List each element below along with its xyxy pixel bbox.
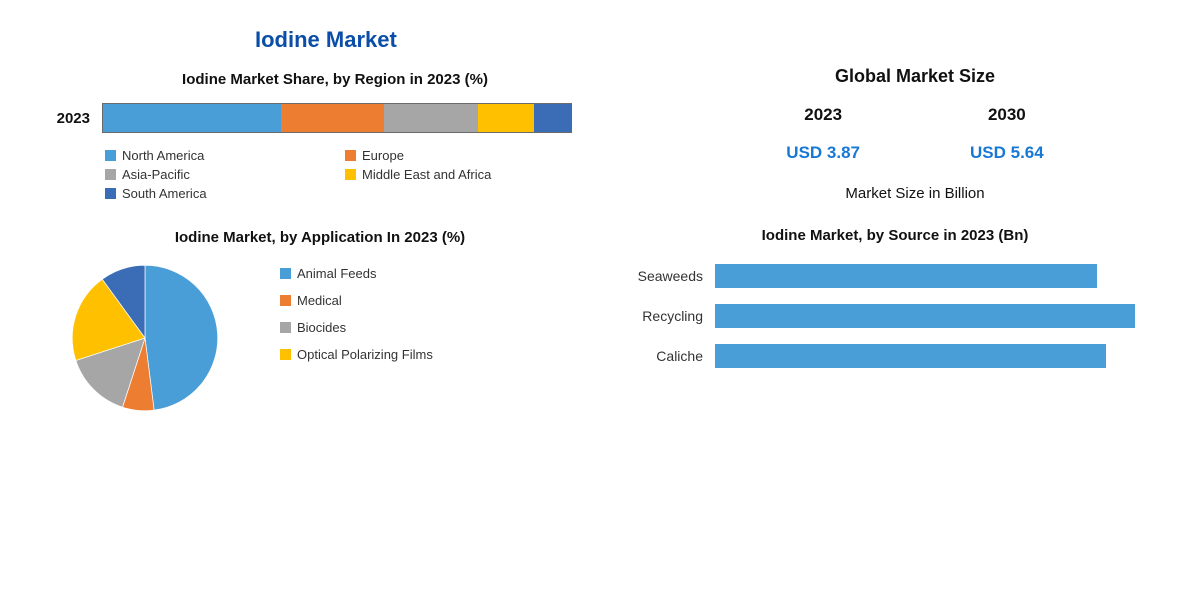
hbar-track xyxy=(715,304,1165,328)
source-bar-chart: Iodine Market, by Source in 2023 (Bn) Se… xyxy=(625,227,1165,418)
gms-title: Global Market Size xyxy=(665,66,1165,87)
swatch-icon xyxy=(345,169,356,180)
hbar-label: Seaweeds xyxy=(625,268,715,284)
region-share-chart: Iodine Market Share, by Region in 2023 (… xyxy=(35,71,635,202)
region-chart-title: Iodine Market Share, by Region in 2023 (… xyxy=(35,71,635,88)
swatch-icon xyxy=(105,188,116,199)
hbar-track xyxy=(715,344,1165,368)
legend-label: Europe xyxy=(362,148,404,163)
legend-item: South America xyxy=(105,186,345,201)
legend-label: Biocides xyxy=(297,320,346,335)
legend-label: Medical xyxy=(297,293,342,308)
hbar-label: Caliche xyxy=(625,348,715,364)
gms-col: 2023 USD 3.87 xyxy=(786,105,860,163)
hbar-row: Caliche xyxy=(625,344,1165,368)
hbar-bar xyxy=(715,344,1106,368)
region-segment xyxy=(534,104,572,132)
pie-legend: Animal Feeds Medical Biocides Optical Polar… xyxy=(280,266,433,362)
gms-year: 2030 xyxy=(970,105,1044,125)
region-segment xyxy=(281,104,384,132)
hbar-label: Recycling xyxy=(625,308,715,324)
swatch-icon xyxy=(280,322,291,333)
global-market-size: Global Market Size 2023USD 3.872030USD 5… xyxy=(665,71,1165,202)
region-segment xyxy=(478,104,534,132)
legend-item: North America xyxy=(105,148,345,163)
legend-item: Biocides xyxy=(280,320,433,335)
bottom-row: Iodine Market, by Application In 2023 (%… xyxy=(35,227,1165,418)
legend-label: Animal Feeds xyxy=(297,266,376,281)
swatch-icon xyxy=(280,268,291,279)
legend-label: North America xyxy=(122,148,204,163)
stacked-bar xyxy=(102,103,572,133)
pie-row: Animal Feeds Medical Biocides Optical Polar… xyxy=(35,258,605,418)
hbar-bar xyxy=(715,304,1135,328)
swatch-icon xyxy=(280,295,291,306)
swatch-icon xyxy=(345,150,356,161)
legend-label: Middle East and Africa xyxy=(362,167,491,182)
hbar-title: Iodine Market, by Source in 2023 (Bn) xyxy=(625,227,1165,244)
legend-item: Asia-Pacific xyxy=(105,167,345,182)
region-segment xyxy=(384,104,478,132)
gms-value: USD 5.64 xyxy=(970,143,1044,163)
top-row: Iodine Market Share, by Region in 2023 (… xyxy=(35,71,1165,202)
pie-slice xyxy=(145,265,218,410)
swatch-icon xyxy=(105,150,116,161)
pie-svg xyxy=(35,258,255,418)
legend-item: Optical Polarizing Films xyxy=(280,347,433,362)
hbar-row: Recycling xyxy=(625,304,1165,328)
legend-item: Animal Feeds xyxy=(280,266,433,281)
region-segment xyxy=(103,104,281,132)
hbar-track xyxy=(715,264,1165,288)
gms-col: 2030 USD 5.64 xyxy=(970,105,1044,163)
gms-year: 2023 xyxy=(786,105,860,125)
page-title: Iodine Market xyxy=(255,27,1165,53)
application-pie-chart: Iodine Market, by Application In 2023 (%… xyxy=(35,227,605,418)
legend-item: Middle East and Africa xyxy=(345,167,585,182)
gms-subtitle: Market Size in Billion xyxy=(665,185,1165,202)
legend-label: South America xyxy=(122,186,207,201)
legend-item: Medical xyxy=(280,293,433,308)
region-legend: North America Europe Asia-Pacific Middle Ea… xyxy=(105,148,595,201)
hbar-row: Seaweeds xyxy=(625,264,1165,288)
legend-label: Asia-Pacific xyxy=(122,167,190,182)
gms-years-row: 2023 USD 3.87 2030 USD 5.64 xyxy=(665,105,1165,163)
swatch-icon xyxy=(105,169,116,180)
swatch-icon xyxy=(280,349,291,360)
hbar-bar xyxy=(715,264,1097,288)
pie-title: Iodine Market, by Application In 2023 (%… xyxy=(35,227,605,248)
stacked-bar-row: 2023 xyxy=(35,103,635,133)
year-label: 2023 xyxy=(35,110,90,127)
legend-item: Europe xyxy=(345,148,585,163)
legend-label: Optical Polarizing Films xyxy=(297,347,433,362)
gms-value: USD 3.87 xyxy=(786,143,860,163)
hbar-area: Seaweeds Recycling Caliche xyxy=(625,264,1165,368)
